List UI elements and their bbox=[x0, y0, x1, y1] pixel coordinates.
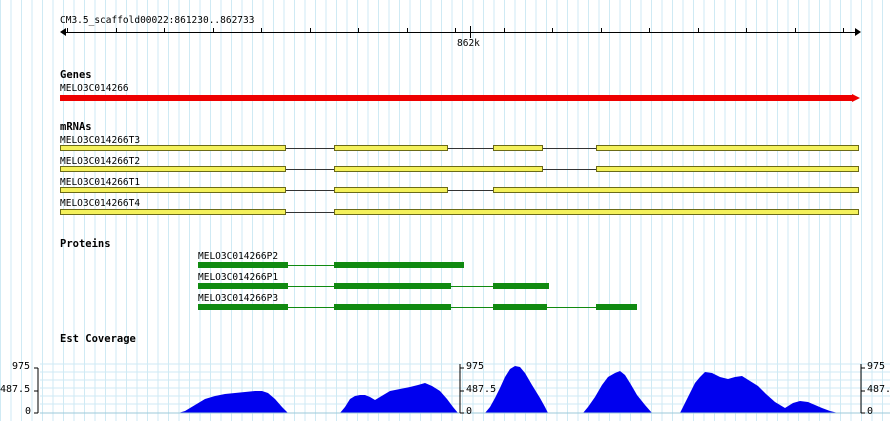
exon bbox=[60, 209, 286, 215]
ruler-tick bbox=[261, 28, 262, 32]
protein-label-p2[interactable]: MELO3C014266P2 bbox=[198, 251, 279, 262]
ruler-tick bbox=[67, 28, 68, 32]
ruler-tick bbox=[358, 28, 359, 32]
coverage-axis-left-min: 0 bbox=[25, 406, 32, 417]
cds-connector bbox=[451, 307, 493, 308]
ruler-tick bbox=[746, 28, 747, 32]
coverage-axis-right-max: 975 bbox=[867, 361, 886, 372]
mrna-label-t1[interactable]: MELO3C014266T1 bbox=[60, 177, 141, 188]
mrna-label-t3[interactable]: MELO3C014266T3 bbox=[60, 135, 141, 146]
cds-connector bbox=[288, 265, 334, 266]
exon bbox=[334, 187, 448, 193]
ruler-tick bbox=[552, 28, 553, 32]
coverage-axis-right-min: 0 bbox=[867, 406, 874, 417]
cds-block bbox=[596, 304, 637, 310]
coverage-plot bbox=[34, 363, 890, 414]
protein-label-p3[interactable]: MELO3C014266P3 bbox=[198, 293, 279, 304]
intron bbox=[286, 148, 334, 149]
coverage-area bbox=[130, 366, 838, 413]
intron bbox=[543, 169, 596, 170]
ruler-center-label: 862k bbox=[457, 38, 480, 49]
coverage-axis-mid-min: 0 bbox=[466, 406, 473, 417]
ruler-left-arrow bbox=[60, 28, 66, 36]
exon bbox=[334, 166, 543, 172]
coverage-axes bbox=[34, 364, 865, 414]
ruler-tick bbox=[116, 28, 117, 32]
proteins-track-title: Proteins bbox=[60, 238, 111, 250]
cds-block bbox=[334, 283, 451, 289]
intron bbox=[543, 148, 596, 149]
intron bbox=[286, 212, 334, 213]
ruler-tick bbox=[601, 28, 602, 32]
ruler-tick bbox=[795, 28, 796, 32]
cds-connector bbox=[288, 286, 334, 287]
ruler-tick bbox=[455, 28, 456, 32]
mrna-label-t4[interactable]: MELO3C014266T4 bbox=[60, 198, 141, 209]
cds-connector bbox=[547, 307, 596, 308]
coverage-axis-left-mid: 487.5 bbox=[0, 384, 31, 395]
gene-feature-bar[interactable] bbox=[60, 95, 852, 101]
ruler-tick bbox=[407, 28, 408, 32]
exon bbox=[334, 145, 448, 151]
intron bbox=[286, 169, 334, 170]
coverage-axis-mid-mid: 487.5 bbox=[466, 384, 497, 395]
ruler-tick bbox=[698, 28, 699, 32]
cds-connector bbox=[288, 307, 334, 308]
ruler-tick bbox=[504, 28, 505, 32]
cds-block bbox=[493, 304, 547, 310]
exon bbox=[596, 166, 859, 172]
coverage-track-title: Est Coverage bbox=[60, 333, 136, 345]
intron bbox=[448, 148, 493, 149]
gene-label[interactable]: MELO3C014266 bbox=[60, 83, 129, 94]
coverage-axis-left-max: 975 bbox=[12, 361, 31, 372]
cds-block bbox=[493, 283, 549, 289]
intron bbox=[448, 190, 493, 191]
ruler-tick bbox=[649, 28, 650, 32]
cds-block bbox=[198, 304, 288, 310]
ruler-major-tick bbox=[470, 26, 471, 38]
exon bbox=[493, 145, 543, 151]
gene-strand-arrow bbox=[852, 94, 860, 102]
ruler-tick bbox=[310, 28, 311, 32]
exon bbox=[60, 166, 286, 172]
ruler-tick bbox=[213, 28, 214, 32]
cds-block bbox=[198, 262, 288, 268]
genes-track-title: Genes bbox=[60, 69, 92, 81]
cds-connector bbox=[451, 286, 493, 287]
exon bbox=[60, 145, 286, 151]
intron bbox=[286, 190, 334, 191]
mrnas-track-title: mRNAs bbox=[60, 121, 92, 133]
cds-block bbox=[334, 304, 451, 310]
ruler-tick bbox=[164, 28, 165, 32]
exon bbox=[334, 209, 859, 215]
location-label: CM3.5_scaffold00022:861230..862733 bbox=[60, 15, 255, 26]
mrna-label-t2[interactable]: MELO3C014266T2 bbox=[60, 156, 141, 167]
exon bbox=[596, 145, 859, 151]
cds-block bbox=[198, 283, 288, 289]
coverage-axis-mid-max: 975 bbox=[466, 361, 485, 372]
ruler-tick bbox=[843, 28, 844, 32]
exon bbox=[60, 187, 286, 193]
ruler-right-arrow bbox=[855, 28, 861, 36]
protein-label-p1[interactable]: MELO3C014266P1 bbox=[198, 272, 279, 283]
coverage-axis-right-mid: 487.5 bbox=[867, 384, 890, 395]
cds-block bbox=[334, 262, 464, 268]
exon bbox=[493, 187, 859, 193]
ruler-line bbox=[62, 32, 859, 33]
